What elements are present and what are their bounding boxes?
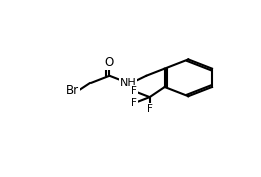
Text: O: O bbox=[105, 56, 114, 69]
Text: Br: Br bbox=[66, 84, 79, 97]
Text: F: F bbox=[147, 104, 153, 114]
Text: F: F bbox=[131, 98, 137, 108]
Text: NH: NH bbox=[120, 78, 136, 88]
Text: F: F bbox=[131, 86, 137, 96]
